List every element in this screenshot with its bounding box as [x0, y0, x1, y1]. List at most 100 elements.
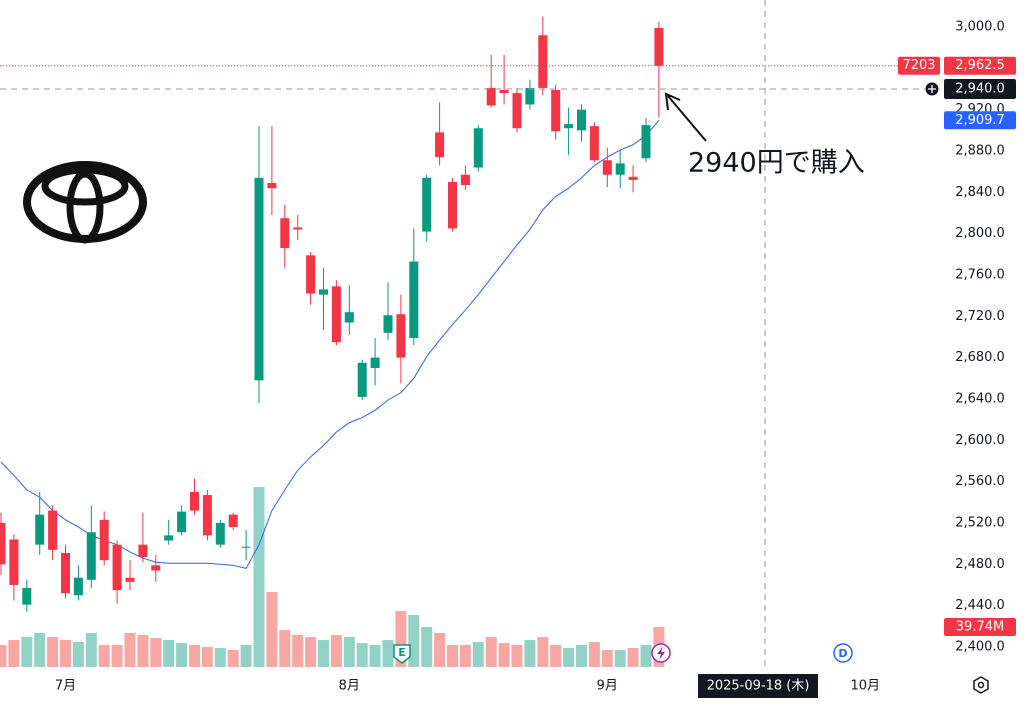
candle-body — [293, 227, 303, 230]
candle-body — [383, 315, 393, 333]
last-price-label: 2,962.5 — [955, 58, 1005, 73]
candle-body — [486, 87, 496, 106]
volume-bar — [382, 640, 394, 667]
candle-body — [499, 90, 509, 94]
y-tick-label: 2,520.0 — [955, 515, 1005, 530]
candle-body — [73, 577, 83, 596]
volume-bar — [214, 647, 226, 667]
volume-bar — [98, 644, 110, 667]
crosshair-price-tag — [944, 78, 1016, 99]
candle-body — [241, 546, 251, 548]
candle-body — [202, 495, 212, 536]
candle-body — [538, 35, 548, 88]
candle-body — [112, 544, 122, 591]
volume-bar — [524, 640, 536, 667]
volume-bar — [563, 647, 575, 667]
candle-body — [460, 174, 470, 186]
symbol-tag — [898, 56, 940, 75]
y-tick-label: 2,440.0 — [955, 598, 1005, 613]
volume-bar — [124, 632, 136, 667]
volume-bar — [111, 644, 123, 667]
volume-bar — [511, 644, 523, 667]
volume-bar — [21, 637, 33, 667]
moving-average — [0, 119, 660, 569]
volume-bar — [137, 634, 149, 667]
y-tick-label: 2,600.0 — [955, 433, 1005, 448]
settings-icon[interactable] — [973, 676, 989, 694]
volume-bar — [343, 637, 355, 667]
volume-bar — [85, 632, 97, 667]
candle-body — [577, 109, 586, 131]
candle-body — [280, 218, 290, 249]
x-tick-label: 10月 — [851, 679, 881, 694]
volume-bar — [447, 644, 458, 667]
volume-bar — [614, 649, 626, 667]
candle-body — [267, 182, 277, 189]
volume-bar — [279, 629, 291, 667]
volume-bar — [34, 632, 46, 667]
volume-bar — [60, 640, 71, 667]
y-tick-label: 3,000.0 — [955, 19, 1005, 34]
ma-label: 2,909.7 — [955, 113, 1005, 128]
volume-bar — [305, 637, 317, 667]
candle-body — [654, 28, 664, 66]
candle-body — [551, 90, 561, 132]
candle-body — [319, 289, 328, 295]
volume-bar — [395, 611, 407, 667]
y-tick-label: 2,840.0 — [955, 185, 1005, 200]
crosshair-date-label: 2025-09-18 (木) — [707, 679, 810, 694]
candle-body — [22, 588, 32, 605]
y-tick-label: 2,560.0 — [955, 474, 1005, 489]
candle-body — [9, 539, 19, 585]
candle-body — [254, 177, 264, 381]
x-tick-label: 8月 — [339, 679, 360, 694]
volume-bar — [253, 487, 265, 667]
candle-body — [0, 522, 6, 565]
last-price-tag — [944, 56, 1016, 75]
candle-body — [151, 565, 161, 571]
candle-body — [177, 511, 187, 533]
volume-bar — [163, 640, 175, 667]
y-tick-label: 2,720.0 — [955, 309, 1005, 324]
candle-body — [48, 510, 58, 550]
candle-body — [409, 261, 419, 338]
candle-body — [228, 514, 238, 528]
event-label: D — [838, 647, 847, 660]
volume-bar — [47, 637, 59, 667]
candle-body — [125, 577, 135, 582]
candle-body — [564, 124, 574, 129]
x-tick-label: 7月 — [55, 679, 76, 694]
ma-tag — [944, 111, 1016, 130]
candle-body — [35, 514, 45, 545]
candle-body — [628, 176, 638, 180]
volume-bar — [176, 643, 188, 667]
volume-bar — [240, 644, 252, 667]
volume-bar — [189, 644, 200, 667]
volume-bar — [576, 644, 587, 667]
volume-bar — [8, 640, 20, 667]
candle-body — [344, 312, 354, 323]
candle-body — [641, 125, 651, 159]
volume-bar — [150, 638, 162, 667]
candle-body — [396, 314, 406, 358]
candle-body — [525, 87, 535, 105]
candle-body — [164, 535, 174, 541]
y-tick-label: 2,680.0 — [955, 350, 1005, 365]
candle-body — [331, 286, 341, 343]
volume-bar — [421, 627, 433, 667]
volume-bar — [356, 643, 368, 667]
volume-bar — [201, 646, 213, 667]
volume-bar — [601, 649, 613, 667]
candle-body — [512, 93, 522, 129]
candle-body — [138, 544, 148, 558]
volume-bar — [498, 643, 510, 667]
crosshair-price-label: 2,940.0 — [955, 81, 1005, 96]
toyota-logo — [23, 161, 147, 244]
volume-label: 39.74M — [956, 620, 1004, 635]
volume-bar — [627, 647, 639, 667]
candle-body — [422, 177, 432, 232]
volume-bar — [537, 637, 549, 667]
volume-bar — [408, 614, 420, 667]
y-tick-label: 2,400.0 — [955, 639, 1005, 654]
